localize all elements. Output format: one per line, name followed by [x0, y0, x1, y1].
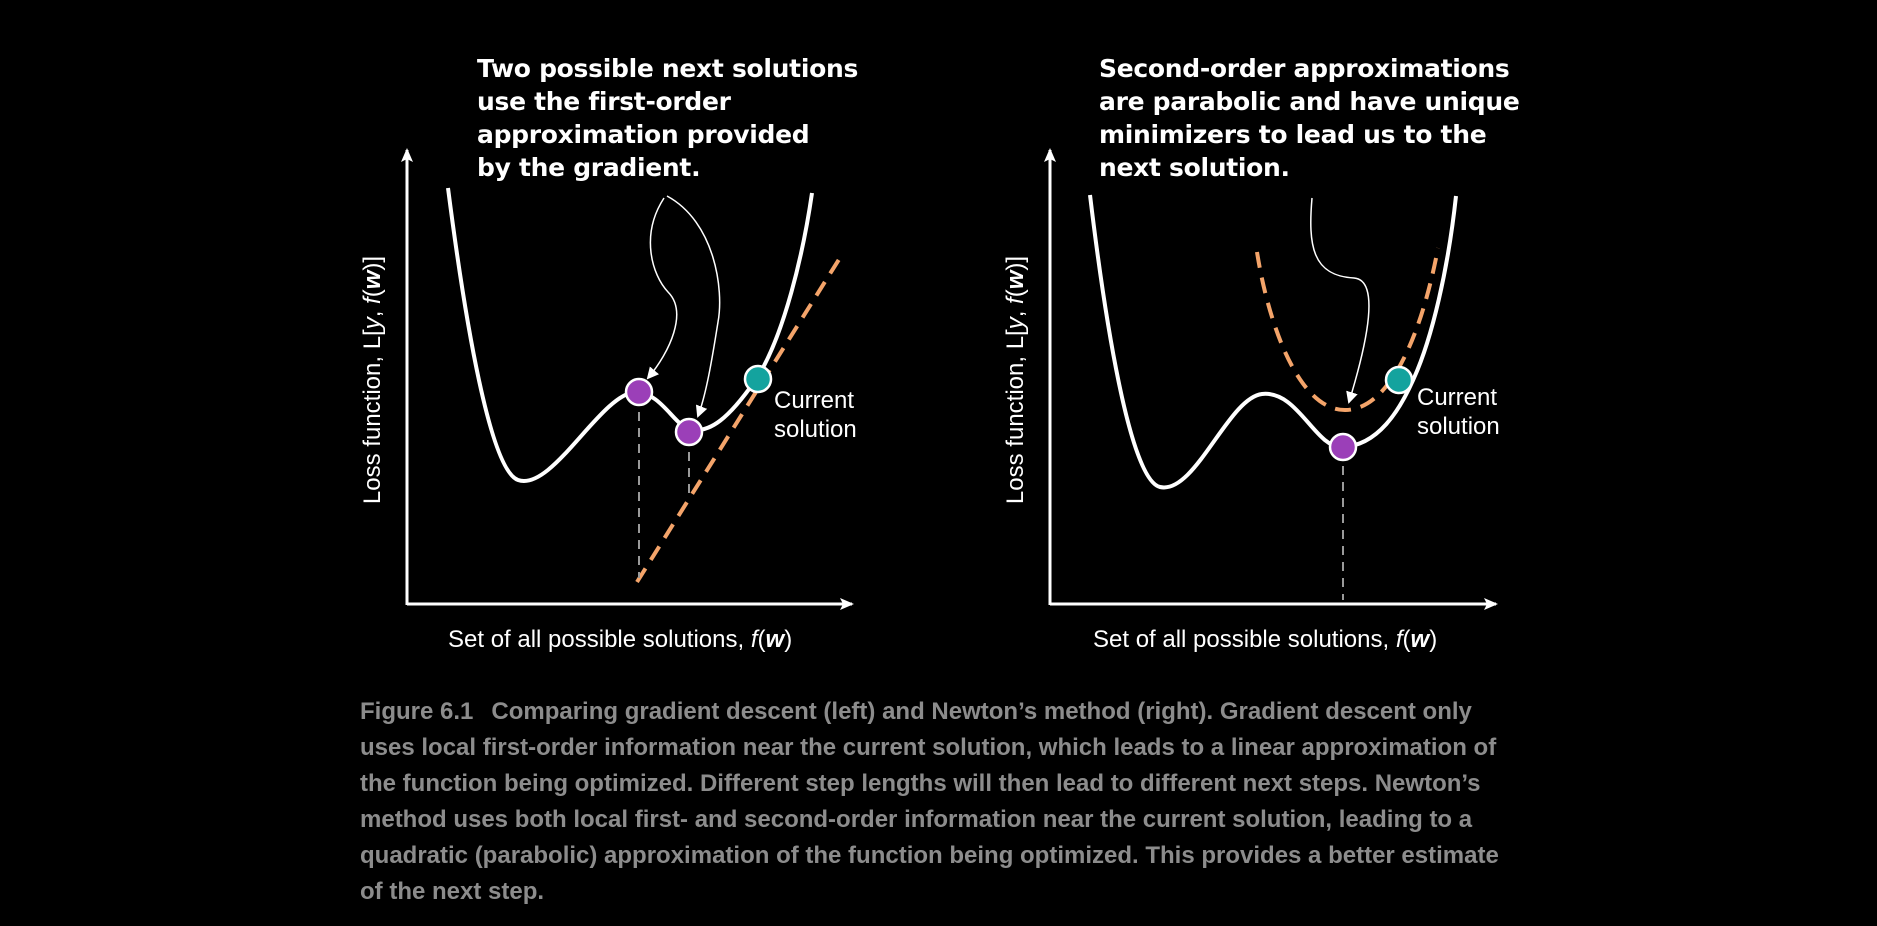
figure-caption: Figure 6.1 Comparing gradient descent (le…: [360, 694, 1520, 910]
right-y-label-prefix: Loss function, L[: [1002, 329, 1029, 504]
right-y-label-w: w: [1002, 269, 1029, 289]
left-y-label-y: y: [359, 315, 386, 331]
right-annotation: Second-order approximations are paraboli…: [1099, 54, 1520, 182]
right-current-solution: [1384, 365, 1414, 395]
left-linear-approximation: [635, 251, 845, 584]
right-annotation-arrow: [1310, 197, 1370, 404]
right-loss-curve: [1088, 194, 1458, 490]
right-y-label-y: y: [1002, 315, 1029, 331]
left-y-label-f: f: [359, 295, 386, 304]
right-next-solution: [1328, 432, 1358, 462]
right-x-label-open: (: [1403, 626, 1411, 653]
left-annotation: Two possible next solutions use the firs…: [477, 54, 859, 182]
left-x-label-open: (: [758, 626, 766, 653]
left-current-solution-label-2: solution: [774, 416, 857, 443]
right-x-label-w: w: [1411, 626, 1431, 653]
left-y-label-w: w: [359, 269, 386, 289]
left-x-label-f: f: [751, 626, 760, 653]
right-y-axis-label: Loss function, L[y, f(w)]: [1002, 256, 1029, 504]
left-y-label-prefix: Loss function, L[: [359, 329, 386, 504]
left-y-label-close: )]: [359, 256, 386, 271]
left-next-solution-2: [674, 417, 704, 447]
left-x-axis-label: Set of all possible solutions, f(w): [448, 626, 792, 653]
left-y-label-open: (: [359, 289, 386, 297]
right-y-label-comma: ,: [1002, 304, 1029, 317]
left-current-solution: [743, 364, 773, 394]
figure-caption-label: Figure 6.1: [360, 698, 474, 725]
right-panel: Current solution Set of all possible sol…: [1002, 148, 1500, 653]
right-x-label-close: ): [1429, 626, 1437, 653]
left-next-solution-1: [624, 377, 654, 407]
right-current-solution-label-2: solution: [1417, 413, 1500, 440]
left-x-label-close: ): [784, 626, 792, 653]
right-y-label-open: (: [1002, 289, 1029, 297]
figure-caption-text: Comparing gradient descent (left) and Ne…: [360, 698, 1499, 905]
left-y-label-comma: ,: [359, 304, 386, 317]
left-annotation-arrow-2: [666, 195, 721, 418]
right-y-label-f: f: [1002, 295, 1029, 304]
right-x-axis-label: Set of all possible solutions, f(w): [1093, 626, 1437, 653]
right-x-label-prefix: Set of all possible solutions,: [1093, 626, 1396, 653]
left-x-label-prefix: Set of all possible solutions,: [448, 626, 751, 653]
right-x-label-f: f: [1396, 626, 1405, 653]
left-y-axis-label: Loss function, L[y, f(w)]: [359, 256, 386, 504]
left-current-solution-label-1: Current: [774, 387, 854, 414]
right-y-label-close: )]: [1002, 256, 1029, 271]
left-panel: Current solution Set of all possible sol…: [359, 148, 857, 653]
right-quadratic-approximation: [1255, 247, 1440, 413]
left-annotation-arrow-1: [646, 197, 678, 380]
left-loss-curve: [446, 187, 814, 483]
left-x-label-w: w: [766, 626, 786, 653]
right-current-solution-label-1: Current: [1417, 384, 1497, 411]
